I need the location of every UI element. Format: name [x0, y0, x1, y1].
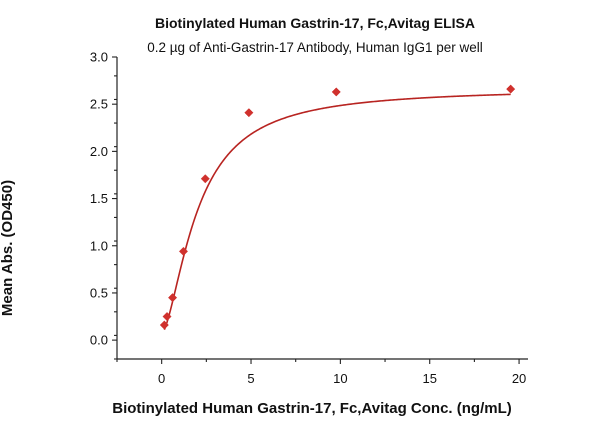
data-point: [159, 320, 169, 330]
x-tick-label: 10: [333, 371, 347, 386]
y-tick-label: 2.5: [90, 97, 108, 112]
y-axis-label: Mean Abs. (OD450): [0, 180, 16, 316]
y-tick-label: 3.0: [90, 50, 108, 65]
y-tick-label: 1.5: [90, 191, 108, 206]
y-tick-label: 2.0: [90, 144, 108, 159]
plot-area: [116, 57, 528, 360]
fit-curve-layer: [163, 93, 511, 330]
x-tick-label: 15: [422, 371, 436, 386]
data-point: [200, 174, 210, 184]
y-tick-label: 0.0: [90, 333, 108, 348]
y-tick-label: 0.5: [90, 285, 108, 300]
chart-title: Biotinylated Human Gastrin-17, Fc,Avitag…: [155, 15, 475, 31]
data-point: [506, 84, 516, 94]
data-point: [244, 108, 254, 118]
data-point: [178, 246, 189, 256]
chart-subtitle: 0.2 µg of Anti-Gastrin-17 Antibody, Huma…: [147, 40, 482, 55]
x-tick-label: 0: [158, 371, 165, 386]
data-point: [162, 311, 172, 322]
y-axis-ticks: 0.0 0.5 1.0 1.5 2.0 2.5 3.0: [90, 50, 117, 360]
fit-curve: [163, 93, 511, 330]
y-tick-label: 1.0: [90, 238, 108, 253]
x-tick-label: 5: [247, 371, 254, 386]
data-point: [331, 87, 341, 97]
x-axis-label: Biotinylated Human Gastrin-17, Fc,Avitag…: [112, 400, 512, 417]
x-axis-ticks: 0 5 10 15 20: [116, 359, 526, 386]
data-point: [168, 293, 178, 303]
x-tick-label: 20: [512, 371, 526, 386]
data-points: [159, 84, 516, 330]
